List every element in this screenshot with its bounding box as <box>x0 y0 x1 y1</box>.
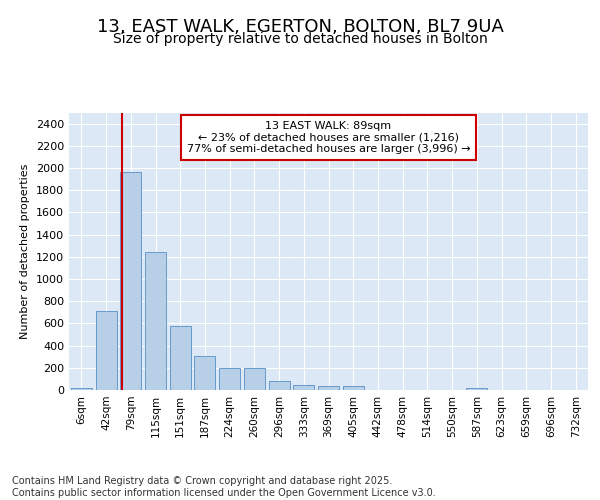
Bar <box>244 368 265 390</box>
Bar <box>170 326 191 390</box>
Bar <box>120 172 141 390</box>
Text: Size of property relative to detached houses in Bolton: Size of property relative to detached ho… <box>113 32 487 46</box>
Bar <box>194 356 215 390</box>
Y-axis label: Number of detached properties: Number of detached properties <box>20 164 31 339</box>
Bar <box>343 386 364 390</box>
Text: Contains HM Land Registry data © Crown copyright and database right 2025.
Contai: Contains HM Land Registry data © Crown c… <box>12 476 436 498</box>
Bar <box>219 368 240 390</box>
Bar <box>269 380 290 390</box>
Text: 13, EAST WALK, EGERTON, BOLTON, BL7 9UA: 13, EAST WALK, EGERTON, BOLTON, BL7 9UA <box>97 18 503 36</box>
Bar <box>145 252 166 390</box>
Bar <box>95 311 116 390</box>
Bar <box>318 386 339 390</box>
Text: 13 EAST WALK: 89sqm
← 23% of detached houses are smaller (1,216)
77% of semi-det: 13 EAST WALK: 89sqm ← 23% of detached ho… <box>187 121 470 154</box>
Bar <box>293 384 314 390</box>
Bar <box>466 388 487 390</box>
Bar <box>71 388 92 390</box>
